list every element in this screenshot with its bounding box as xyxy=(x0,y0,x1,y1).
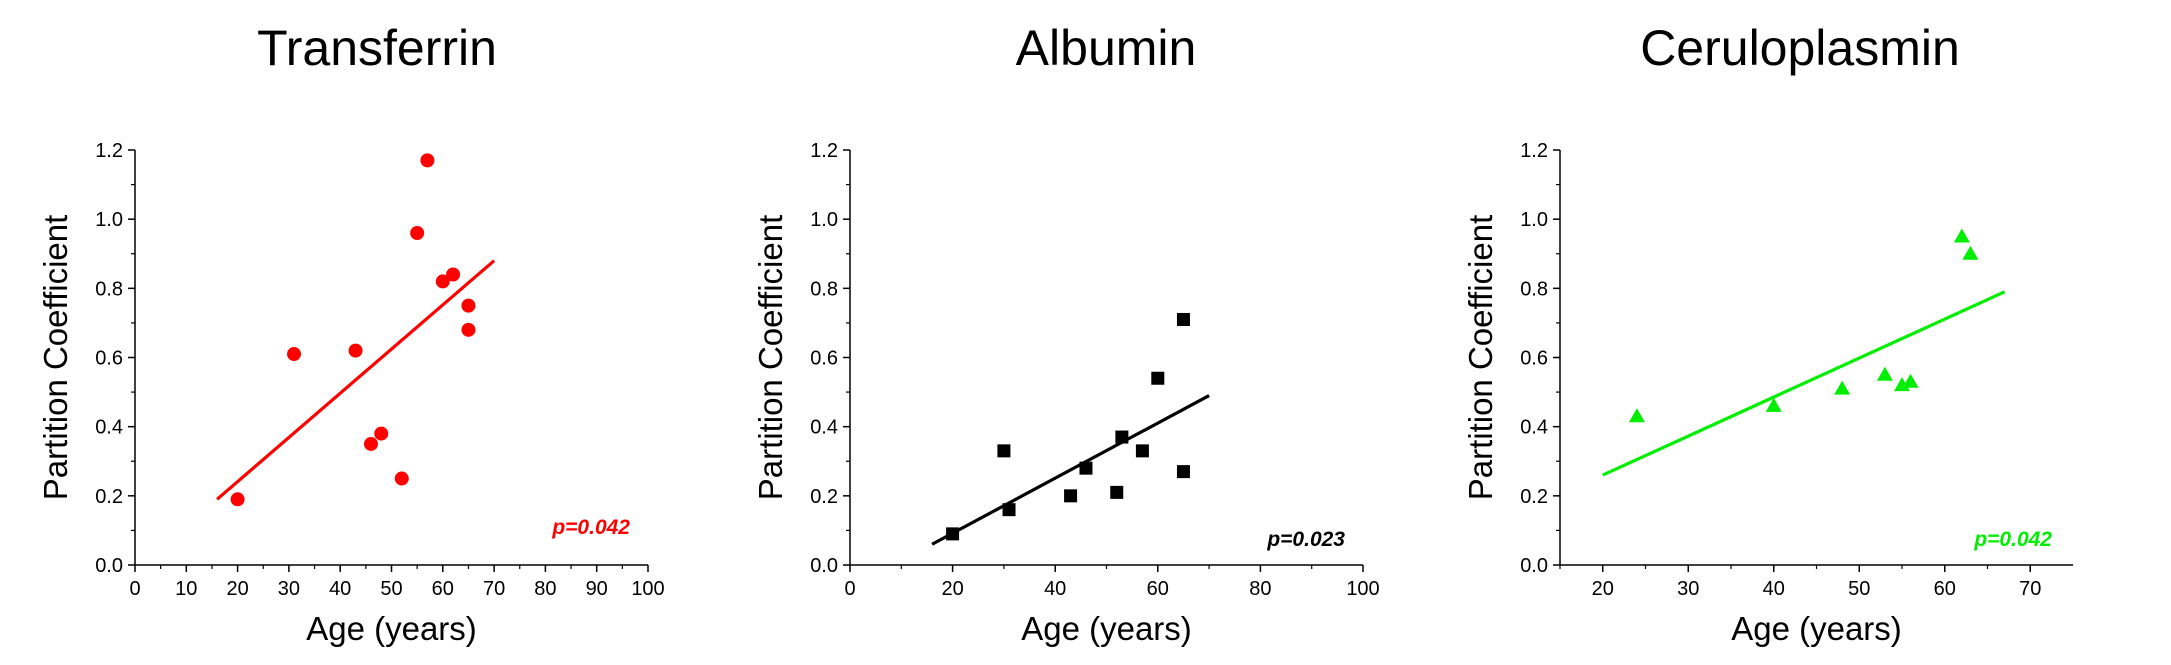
x-tick-label: 40 xyxy=(329,578,351,600)
y-axis-label: Partition Coefficient xyxy=(37,215,74,501)
y-tick-label: 1.2 xyxy=(810,140,838,162)
y-tick-label: 1.0 xyxy=(95,209,123,231)
y-tick-label: 0.2 xyxy=(1520,486,1548,508)
x-tick-label: 50 xyxy=(1848,578,1870,600)
chart-panel-3: Ceruloplasmin 0.0 0.2 0.4 0.6 0.8 1.0 1.2 20 30 40… xyxy=(1462,20,2073,647)
x-tick-label: 100 xyxy=(631,578,664,600)
data-point xyxy=(1115,430,1129,444)
x-axis-label: Age (years) xyxy=(306,610,477,647)
y-tick-label: 0.6 xyxy=(95,348,123,370)
data-point xyxy=(1953,228,1970,243)
fit-line xyxy=(931,394,1210,546)
data-point xyxy=(420,153,435,168)
data-point xyxy=(1079,461,1093,475)
data-point xyxy=(394,471,409,486)
x-tick-label: 80 xyxy=(1249,578,1271,600)
data-point xyxy=(997,444,1011,458)
data-point xyxy=(1902,373,1919,388)
y-tick-label: 0.6 xyxy=(1520,348,1548,370)
data-point xyxy=(348,343,363,358)
y-tick-label: 0.8 xyxy=(1520,278,1548,300)
y-tick-label: 0.8 xyxy=(95,278,123,300)
data-point xyxy=(435,274,450,289)
data-point xyxy=(1628,408,1645,423)
data-point xyxy=(946,527,960,541)
y-tick-label: 0.4 xyxy=(95,417,123,439)
y-tick-label: 0.8 xyxy=(810,278,838,300)
y-tick-label: 0.4 xyxy=(1520,417,1548,439)
y-tick-label: 0.4 xyxy=(810,417,838,439)
p-value-annotation: p=0.042 xyxy=(1973,528,2052,551)
p-value-annotation: p=0.023 xyxy=(1266,528,1345,551)
x-tick-label: 60 xyxy=(432,578,454,600)
data-point xyxy=(1962,245,1979,260)
data-point xyxy=(1176,465,1190,479)
y-tick-label: 0.2 xyxy=(810,486,838,508)
data-point xyxy=(1834,380,1851,395)
y-tick-label: 0.0 xyxy=(95,555,123,577)
y-axis-label: Partition Coefficient xyxy=(752,215,789,501)
x-tick-label: 30 xyxy=(278,578,300,600)
x-tick-label: 0 xyxy=(844,578,855,600)
x-tick-label: 30 xyxy=(1677,578,1699,600)
fit-line xyxy=(1602,290,2006,477)
x-tick-label: 0 xyxy=(129,578,140,600)
x-tick-label: 70 xyxy=(2019,578,2041,600)
chart-title: Ceruloplasmin xyxy=(1640,20,1960,76)
fit-line xyxy=(216,259,496,501)
y-tick-label: 0.6 xyxy=(810,348,838,370)
data-point xyxy=(1064,489,1078,503)
x-tick-label: 10 xyxy=(175,578,197,600)
x-tick-label: 60 xyxy=(1147,578,1169,600)
x-tick-label: 90 xyxy=(586,578,608,600)
y-tick-label: 1.2 xyxy=(95,140,123,162)
y-tick-label: 1.2 xyxy=(1520,140,1548,162)
chart-title: Albumin xyxy=(1016,20,1197,76)
data-point xyxy=(1002,503,1016,517)
data-point xyxy=(363,436,378,451)
x-tick-label: 20 xyxy=(226,578,248,600)
data-point xyxy=(287,347,302,362)
x-tick-label: 50 xyxy=(380,578,402,600)
data-point xyxy=(446,267,461,282)
y-tick-label: 0.0 xyxy=(810,555,838,577)
y-tick-label: 1.0 xyxy=(1520,209,1548,231)
chart-panel-2: Albumin 0.0 0.2 0.4 0.6 0.8 1.0 1.2 0 20 40 60 80 100… xyxy=(752,20,1380,647)
x-tick-label: 70 xyxy=(483,578,505,600)
x-tick-label: 20 xyxy=(941,578,963,600)
data-point xyxy=(1151,371,1165,385)
chart-title: Transferrin xyxy=(257,20,497,76)
x-axis-label: Age (years) xyxy=(1731,610,1902,647)
y-tick-label: 0.0 xyxy=(1520,555,1548,577)
chart-panel-1: Transferrin 0.0 0.2 0.4 0.6 0.8 1.0 1.2 0 10 20 30 4… xyxy=(37,20,665,647)
data-point xyxy=(1876,366,1893,381)
data-point xyxy=(374,426,389,441)
data-point xyxy=(410,226,425,240)
p-value-annotation: p=0.042 xyxy=(551,516,630,539)
x-tick-label: 100 xyxy=(1346,578,1379,600)
x-axis-label: Age (years) xyxy=(1021,610,1192,647)
x-tick-label: 20 xyxy=(1592,578,1614,600)
y-tick-label: 1.0 xyxy=(810,209,838,231)
y-axis-label: Partition Coefficient xyxy=(1462,215,1499,501)
data-point xyxy=(230,492,245,507)
data-point xyxy=(1176,312,1190,326)
x-tick-label: 40 xyxy=(1044,578,1066,600)
data-point xyxy=(461,298,476,313)
data-point xyxy=(461,322,476,337)
data-point xyxy=(1765,397,1782,412)
x-tick-label: 40 xyxy=(1763,578,1785,600)
data-point xyxy=(1135,444,1149,458)
x-tick-label: 80 xyxy=(534,578,556,600)
data-point xyxy=(1110,485,1124,499)
x-tick-label: 60 xyxy=(1934,578,1956,600)
y-tick-label: 0.2 xyxy=(95,486,123,508)
